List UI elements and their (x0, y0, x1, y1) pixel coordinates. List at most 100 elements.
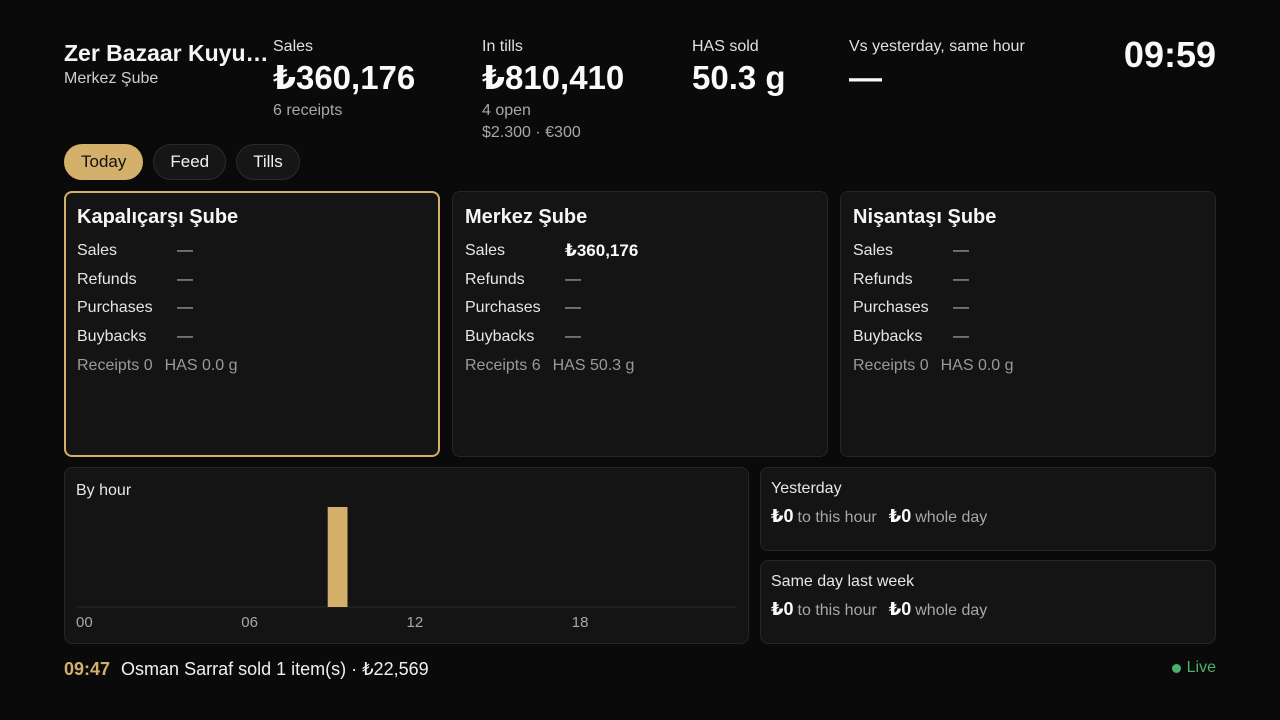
branch-footer: Receipts 0 HAS 0.0 g (77, 352, 427, 380)
feed-time: 09:47 (64, 658, 111, 679)
metric-label: HAS sold (692, 38, 759, 55)
row-label: Buybacks (77, 328, 147, 346)
branch-title: Nişantaşı Şube (853, 206, 997, 228)
metric-has-sold: HAS sold 50.3 g (692, 38, 786, 100)
branch-receipts: Receipts 0 (77, 356, 153, 374)
comparison-day-label: whole day (915, 602, 988, 619)
row-label: Refunds (465, 270, 525, 288)
row-label: Buybacks (465, 328, 535, 346)
row-value: — (953, 270, 969, 288)
branch-card-merkez[interactable]: Merkez Şube Sales ₺360,176 Refunds — Purch… (452, 191, 828, 457)
branch-row-purchases: Purchases — (77, 294, 427, 323)
comparison-to-hour: ₺0 to this hour (771, 506, 877, 527)
branch-row-sales: Sales — (77, 237, 427, 266)
comparison-row: ₺0 to this hour ₺0 whole day (771, 599, 1205, 620)
comparison-day-value: ₺0 (888, 599, 912, 619)
row-label: Sales (853, 242, 894, 259)
row-value: — (565, 328, 581, 346)
row-label: Purchases (465, 299, 541, 317)
branch-title: Kapalıçarşı Şube (77, 206, 239, 228)
row-label: Purchases (853, 299, 929, 317)
row-label: Buybacks (853, 328, 923, 346)
branch-row-buybacks: Buybacks — (853, 323, 1203, 352)
metric-label: Sales (273, 38, 314, 55)
row-value: — (177, 270, 193, 288)
row-value: — (177, 328, 193, 346)
row-value: — (953, 328, 969, 346)
metric-sub-currency: $2.300 · €300 (482, 124, 581, 141)
row-label: Purchases (77, 299, 153, 317)
comparison-to-hour-label: to this hour (797, 602, 877, 619)
branch-has: HAS 0.0 g (164, 356, 238, 374)
row-value: — (565, 299, 581, 317)
branch-cards: Kapalıçarşı Şube Sales — Refunds — Purchas… (64, 191, 1216, 457)
comparison-to-hour: ₺0 to this hour (771, 599, 877, 620)
clock: 09:59 (1123, 34, 1216, 75)
comparison-to-hour-value: ₺0 (771, 506, 794, 526)
tab-bar: Today Feed Tills (64, 144, 300, 180)
tab-feed[interactable]: Feed (153, 144, 227, 180)
branch-receipts: Receipts 6 (465, 356, 541, 374)
hourly-chart-title: By hour (76, 482, 132, 499)
live-dot-icon (1171, 663, 1181, 673)
branch-row-purchases: Purchases — (853, 294, 1203, 323)
metric-vs-yesterday: Vs yesterday, same hour — (849, 38, 1025, 100)
live-indicator: Live (1171, 659, 1216, 677)
hour-tick-label: 12 (407, 614, 424, 631)
row-value: — (953, 299, 969, 317)
hour-bar-9 (327, 507, 348, 607)
metric-sales: Sales ₺360,176 6 receipts (273, 38, 415, 122)
branch-row-sales: Sales — (853, 237, 1203, 266)
metric-value: 50.3 g (692, 59, 786, 96)
brand-subtitle: Merkez Şube (64, 70, 159, 87)
hourly-chart: 00 06 12 18 (76, 507, 737, 631)
branch-receipts: Receipts 0 (853, 356, 929, 374)
branch-row-refunds: Refunds — (465, 266, 815, 295)
tab-today[interactable]: Today (64, 144, 144, 180)
comparison-day: ₺0 whole day (889, 599, 988, 620)
branch-card-nisantasi[interactable]: Nişantaşı Şube Sales — Refunds — Purchases… (840, 191, 1216, 457)
branch-card-kapalicarsi[interactable]: Kapalıçarşı Şube Sales — Refunds — Purchas… (64, 191, 440, 457)
comparison-title: Same day last week (771, 573, 915, 590)
metric-label: In tills (482, 38, 523, 55)
row-value: — (177, 299, 193, 317)
tab-tills[interactable]: Tills (236, 144, 300, 180)
comparison-last-week: Same day last week ₺0 to this hour ₺0 whol… (760, 560, 1216, 644)
branch-row-sales: Sales ₺360,176 (465, 237, 815, 266)
row-label: Refunds (853, 270, 913, 288)
row-value: — (953, 242, 969, 259)
branch-title: Merkez Şube (465, 206, 588, 228)
comparison-row: ₺0 to this hour ₺0 whole day (771, 506, 1205, 527)
feed-text: Osman Sarraf sold 1 item(s) · ₺22,569 (121, 658, 429, 679)
live-label: Live (1186, 659, 1216, 676)
row-label: Sales (77, 242, 118, 259)
branch-footer: Receipts 0 HAS 0.0 g (853, 352, 1203, 380)
hour-tick-label: 00 (76, 614, 93, 631)
hourly-chart-panel: 00 06 12 18 By hour (64, 467, 749, 644)
row-value: — (177, 242, 193, 259)
comparison-to-hour-label: to this hour (797, 509, 877, 526)
metric-in-tills: In tills ₺810,410 4 open $2.300 · €300 (482, 38, 624, 144)
branch-row-purchases: Purchases — (465, 294, 815, 323)
metric-label: Vs yesterday, same hour (849, 38, 1025, 55)
hour-tick-label: 06 (241, 614, 258, 631)
brand: Zer Bazaar Kuyumculuk Merkez Şube (64, 38, 269, 88)
header: Zer Bazaar Kuyumculuk Merkez Şube Sales … (0, 0, 1280, 145)
comparison-yesterday: Yesterday ₺0 to this hour ₺0 whole day (760, 467, 1216, 551)
hour-tick-label: 18 (572, 614, 589, 631)
brand-title: Zer Bazaar Kuyumculuk (64, 40, 269, 66)
branch-row-buybacks: Buybacks — (465, 323, 815, 352)
comparison-day-label: whole day (915, 509, 988, 526)
row-value: ₺360,176 (565, 241, 639, 260)
comparison-title: Yesterday (771, 480, 842, 497)
branch-has: HAS 50.3 g (552, 356, 635, 374)
metric-sub: 4 open (482, 102, 531, 119)
comparison-day-value: ₺0 (888, 506, 912, 526)
comparison-day: ₺0 whole day (889, 506, 988, 527)
branch-row-refunds: Refunds — (77, 266, 427, 295)
branch-footer: Receipts 6 HAS 50.3 g (465, 352, 815, 380)
comparison-to-hour-value: ₺0 (771, 599, 794, 619)
branch-has: HAS 0.0 g (940, 356, 1014, 374)
metric-sub: 6 receipts (273, 102, 343, 119)
row-label: Refunds (77, 270, 137, 288)
